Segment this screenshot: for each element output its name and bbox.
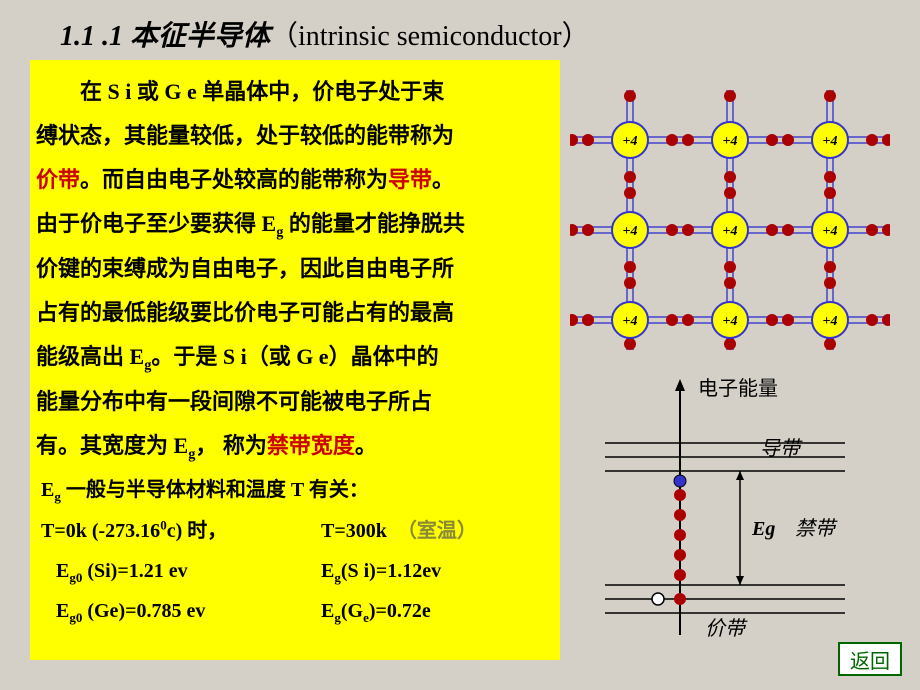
svg-text:+4: +4 — [823, 314, 838, 329]
eq-seg: E — [41, 479, 54, 501]
svg-text:+4: +4 — [723, 314, 738, 329]
eq-note-faint: （室温） — [397, 520, 477, 542]
text-seg: 的能量才能挣脱共 — [283, 211, 465, 236]
text-red-forbidden: 禁带宽度 — [267, 433, 355, 458]
svg-text:禁带: 禁带 — [795, 518, 838, 540]
eq-row: Eg0 (Si)=1.21 ev Eg(S i)=1.12ev — [36, 552, 554, 591]
svg-text:Eg: Eg — [751, 518, 775, 540]
eq-seg: 一般与半导体材料和温度 T 有关： — [61, 479, 369, 501]
text-seg: 。 — [355, 433, 377, 458]
text-red-conduction: 导带 — [388, 167, 432, 192]
title-number: 1.1 .1 — [60, 21, 123, 52]
body-paragraph: 在 S i 或 G e 单晶体中，价电子处于束 缚状态，其能量较低，处于较低的能… — [36, 70, 554, 469]
text-seg: 由于价电子至少要获得 E — [36, 211, 276, 236]
title-main: 本征半导体 — [130, 21, 270, 52]
text-seg: 能量分布中有一段间隙不可能被电子所占 — [36, 389, 432, 414]
eq-seg: E — [56, 560, 69, 582]
subscript: g0 — [69, 570, 82, 585]
return-button-label: 返回 — [850, 645, 890, 674]
svg-text:电子能量: 电子能量 — [698, 377, 778, 400]
eq-seg: T=0k (-273.16 — [41, 520, 160, 542]
eq-seg: (S i)=1.12ev — [341, 560, 441, 582]
svg-text:+4: +4 — [723, 134, 738, 149]
svg-text:价带: 价带 — [705, 618, 748, 640]
energy-band-diagram: 电子能量导带价带 Eg 禁带 — [585, 375, 865, 655]
eq-seg: )=0.72e — [369, 600, 431, 622]
text-seg: 缚状态，其能量较低，处于较低的能带称为 — [36, 123, 454, 148]
crystal-lattice-diagram: +4 +4 +4 +4 +4 +4 +4 +4 +4 — [570, 90, 890, 350]
text-seg: 能级高出 E — [36, 344, 144, 369]
text-seg: 。 — [432, 167, 454, 192]
main-text-box: 在 S i 或 G e 单晶体中，价电子处于束 缚状态，其能量较低，处于较低的能… — [30, 60, 560, 660]
eq-seg: (G — [341, 600, 363, 622]
subscript: g0 — [69, 610, 82, 625]
svg-text:+4: +4 — [823, 224, 838, 239]
equation-section: Eg 一般与半导体材料和温度 T 有关： T=0k (-273.160c) 时，… — [36, 471, 554, 631]
text-seg-ge: G e — [164, 79, 202, 104]
text-seg-si: S i — [108, 79, 137, 104]
svg-text:+4: +4 — [623, 134, 638, 149]
svg-text:+4: +4 — [623, 314, 638, 329]
eq-seg: T=300k — [321, 520, 387, 542]
text-seg: 在 — [36, 79, 108, 104]
eq-seg: (Ge)=0.785 ev — [82, 600, 205, 622]
text-seg: 价键的束缚成为自由电子，因此自由电子所 — [36, 256, 454, 281]
eq-row: T=0k (-273.160c) 时， T=300k （室温） — [36, 512, 554, 550]
text-seg: 有。其宽度为 E — [36, 433, 188, 458]
eq-row: Eg 一般与半导体材料和温度 T 有关： — [36, 471, 554, 510]
text-seg: 或 — [137, 79, 165, 104]
text-red-valence: 价带 — [36, 167, 80, 192]
svg-text:+4: +4 — [723, 224, 738, 239]
eq-seg: E — [56, 600, 69, 622]
svg-text:导带: 导带 — [760, 438, 803, 460]
eq-seg: c) 时， — [167, 520, 228, 542]
svg-text:+4: +4 — [623, 224, 638, 239]
text-seg: 。于是 S i（或 G e）晶体中的 — [151, 344, 438, 369]
return-button[interactable]: 返回 — [838, 642, 902, 676]
eq-seg: E — [321, 600, 334, 622]
title-en: （intrinsic semiconductor） — [270, 21, 590, 52]
text-seg: 占有的最低能级要比价电子可能占有的最高 — [36, 300, 454, 325]
text-seg: ， 称为 — [195, 433, 267, 458]
eq-seg: (Si)=1.21 ev — [82, 560, 187, 582]
eq-row: Eg0 (Ge)=0.785 ev Eg(Ge)=0.72e — [36, 592, 554, 631]
svg-text:+4: +4 — [823, 134, 838, 149]
section-title: 1.1 .1 本征半导体（intrinsic semiconductor） — [60, 14, 590, 54]
text-seg: 单晶体中，价电子处于束 — [202, 79, 444, 104]
text-seg: 。而自由电子处较高的能带称为 — [80, 167, 388, 192]
eq-seg: E — [321, 560, 334, 582]
